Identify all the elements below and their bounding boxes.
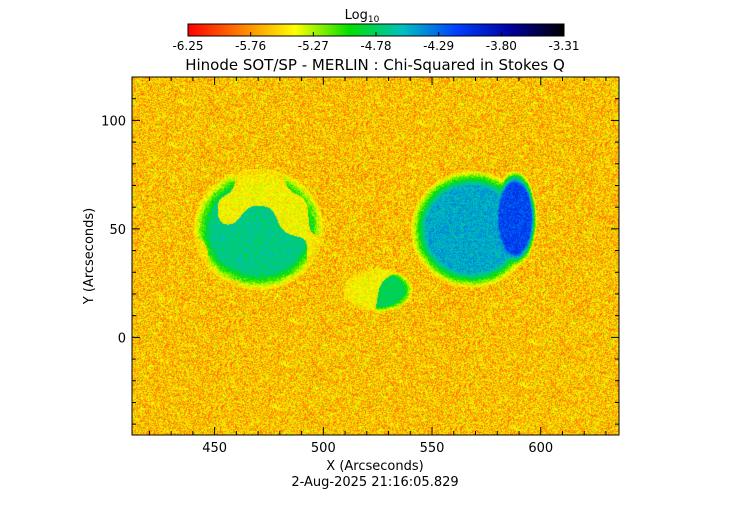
x-tick-label: 600: [528, 441, 553, 456]
chart-title: Hinode SOT/SP - MERLIN : Chi-Squared in …: [185, 56, 565, 74]
heatmap-image: [132, 77, 619, 435]
colorbar-tick-label: -4.78: [360, 39, 391, 53]
y-axis-label: Y (Arcseconds): [82, 208, 97, 305]
x-tick-label: 550: [420, 441, 445, 456]
x-tick-label: 500: [311, 441, 336, 456]
colorbar-ticks: -6.25 -5.76 -5.27 -4.78 -4.29 -3.80 -3.31: [172, 32, 580, 53]
y-tick-label: 0: [118, 331, 126, 346]
x-tick-label: 450: [202, 441, 227, 456]
colorbar-tick-label: -5.76: [235, 39, 266, 53]
y-tick-label: 100: [101, 114, 126, 129]
axis-ticks: 450 500 550 600 0 50 100: [101, 76, 619, 456]
x-axis-label: X (Arcseconds): [326, 459, 423, 474]
colorbar-label: Log10: [345, 8, 380, 25]
plot-frame: [131, 76, 620, 436]
y-tick-label: 50: [109, 223, 126, 238]
colorbar-tick-label: -3.80: [486, 39, 517, 53]
colorbar-tick-label: -3.31: [548, 39, 579, 53]
timestamp: 2-Aug-2025 21:16:05.829: [291, 475, 458, 490]
colorbar-tick-label: -6.25: [172, 39, 203, 53]
colorbar-tick-label: -5.27: [298, 39, 329, 53]
colorbar-tick-label: -4.29: [423, 39, 454, 53]
